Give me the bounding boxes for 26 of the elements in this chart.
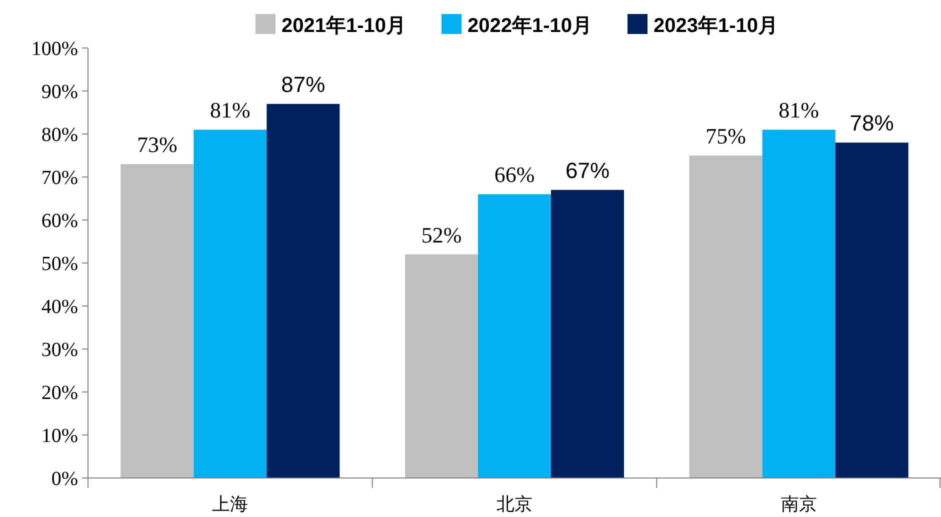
text: 81% <box>778 98 819 123</box>
x-tick-label: 北京 <box>496 494 532 514</box>
y-tick-label: 60% <box>41 210 78 232</box>
text: 78% <box>850 110 894 136</box>
text: 52% <box>421 222 462 248</box>
y-tick-label: 10% <box>41 425 78 447</box>
x-tick-label: 上海 <box>212 494 248 514</box>
text: 67% <box>565 158 610 183</box>
x-tick-label: 南京 <box>780 494 817 514</box>
y-tick-label: 30% <box>41 339 78 361</box>
y-tick-label: 70% <box>41 167 78 189</box>
y-tick-label: 90% <box>41 81 78 103</box>
text: 66% <box>494 162 535 188</box>
y-tick-label: 20% <box>41 382 78 404</box>
legend-label: 2022年1-10月 <box>468 15 592 37</box>
legend-label: 2021年1-10月 <box>282 15 406 37</box>
y-tick-label: 0% <box>51 468 78 490</box>
y-tick-label: 50% <box>41 253 78 275</box>
y-tick-label: 40% <box>41 296 78 318</box>
text: 73% <box>137 132 178 158</box>
y-tick-label: 80% <box>41 124 78 146</box>
text: 75% <box>706 124 746 148</box>
text: 81% <box>210 98 250 123</box>
y-tick-label: 100% <box>31 38 78 60</box>
text: 87% <box>281 72 326 97</box>
legend-label: 2023年1-10月 <box>654 15 778 37</box>
